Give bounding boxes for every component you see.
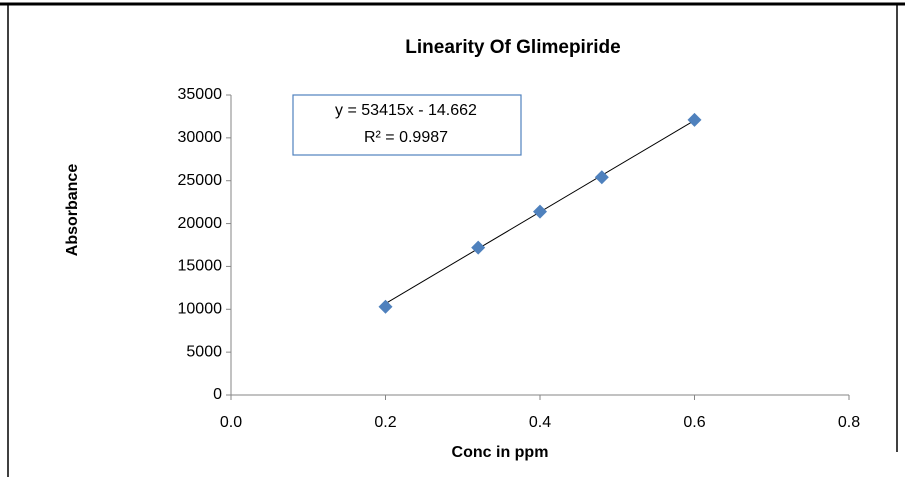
r-squared: R² = 0.9987 — [364, 129, 448, 146]
y-tick-label: 35000 — [178, 86, 223, 103]
y-tick-label: 10000 — [178, 301, 223, 318]
y-tick-label: 20000 — [178, 215, 223, 232]
y-axis-label: Absorbance — [64, 164, 81, 257]
x-tick-label: 0.0 — [220, 414, 242, 431]
x-tick-label: 0.4 — [529, 414, 551, 431]
data-point — [533, 204, 547, 219]
x-tick-label: 0.6 — [683, 414, 705, 431]
equation-box — [292, 94, 522, 156]
y-tick-label: 30000 — [178, 129, 223, 146]
y-tick-label: 5000 — [186, 343, 222, 360]
x-tick-label: 0.2 — [374, 414, 396, 431]
data-point — [687, 112, 702, 127]
data-point — [471, 240, 486, 255]
data-point — [378, 299, 393, 314]
trendline-equation: y = 53415x - 14.662 — [335, 102, 477, 119]
chart-title: Linearity Of Glimepiride — [405, 37, 620, 58]
y-tick-label: 25000 — [178, 172, 223, 189]
x-axis-label: Conc in ppm — [452, 444, 549, 461]
y-tick-label: 0 — [213, 386, 222, 403]
data-point — [594, 170, 609, 185]
x-tick-label: 0.8 — [838, 414, 860, 431]
y-tick-label: 15000 — [178, 258, 223, 275]
